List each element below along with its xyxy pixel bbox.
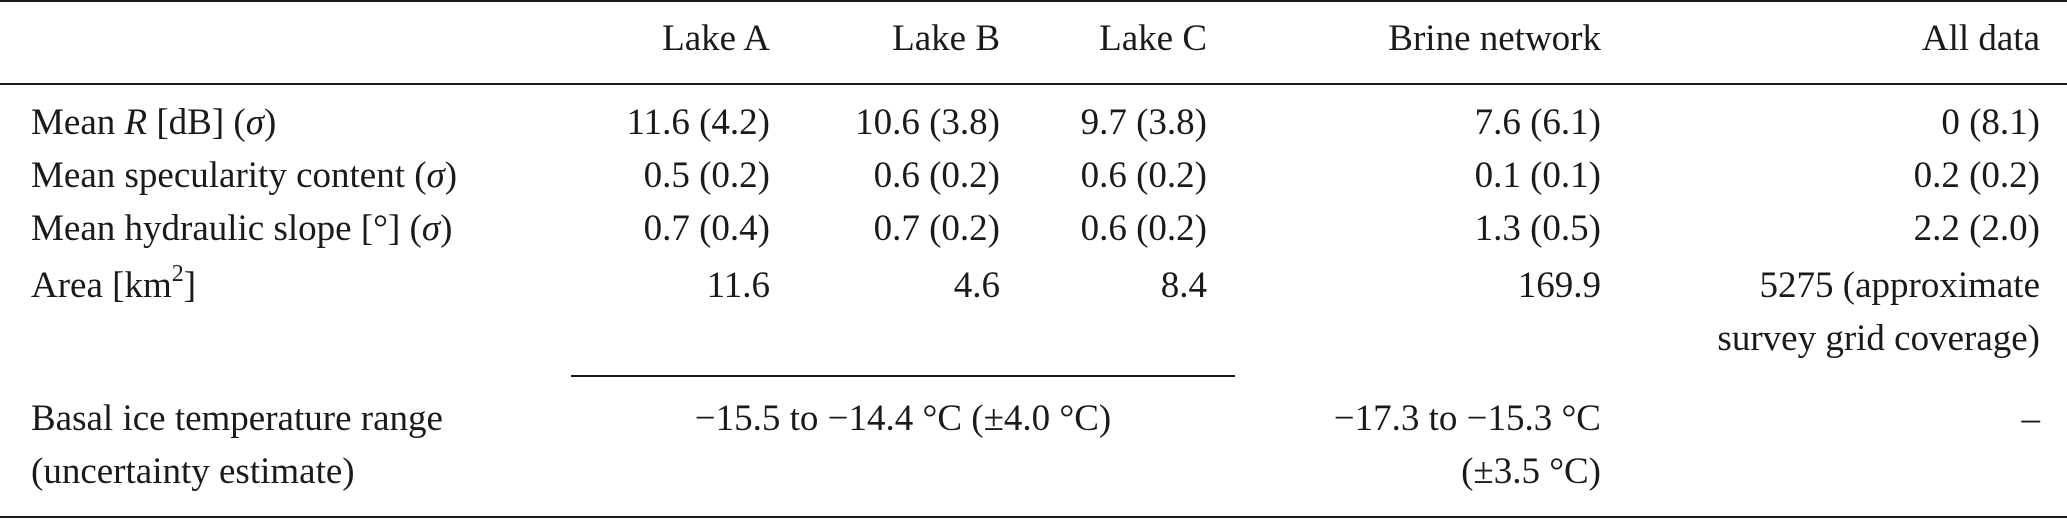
cell-specularity-brine: 0.1 (0.1) xyxy=(1474,155,1601,196)
header-lake-b: Lake B xyxy=(892,18,1000,59)
header-brine-network: Brine network xyxy=(1388,18,1601,59)
header-all-data: All data xyxy=(1921,18,2040,59)
table-bottom-rule xyxy=(0,516,2067,518)
cell-area-lake-c: 8.4 xyxy=(1160,265,1207,306)
table-top-rule xyxy=(0,0,2067,2)
cell-basal-temp-all: – xyxy=(2021,398,2041,439)
cell-slope-brine: 1.3 (0.5) xyxy=(1474,208,1601,249)
cell-area-all-line2: survey grid coverage) xyxy=(1717,318,2040,359)
header-lake-a: Lake A xyxy=(662,18,770,59)
row-label-area: Area [km2] xyxy=(31,260,197,306)
cell-basal-temp-brine-line1: −17.3 to −15.3 °C xyxy=(1333,398,1601,439)
cell-area-lake-a: 11.6 xyxy=(706,265,770,306)
cell-mean-r-lake-c: 9.7 (3.8) xyxy=(1080,102,1207,143)
cell-area-lake-b: 4.6 xyxy=(953,265,1000,306)
cell-mean-r-brine: 7.6 (6.1) xyxy=(1474,102,1601,143)
cell-specularity-lake-c: 0.6 (0.2) xyxy=(1080,155,1207,196)
cell-specularity-lake-a: 0.5 (0.2) xyxy=(643,155,770,196)
row-label-specularity: Mean specularity content (σ) xyxy=(31,155,458,196)
header-lake-c: Lake C xyxy=(1099,18,1207,59)
cell-area-brine: 169.9 xyxy=(1517,265,1601,306)
cell-mean-r-lake-a: 11.6 (4.2) xyxy=(626,102,770,143)
cell-basal-temp-lakes: −15.5 to −14.4 °C (±4.0 °C) xyxy=(694,398,1112,439)
cell-mean-r-all: 0 (8.1) xyxy=(1941,102,2040,143)
cell-slope-lake-a: 0.7 (0.4) xyxy=(643,208,770,249)
row-label-basal-temp-line1: Basal ice temperature range xyxy=(31,398,443,439)
cell-slope-lake-c: 0.6 (0.2) xyxy=(1080,208,1207,249)
cell-slope-lake-b: 0.7 (0.2) xyxy=(873,208,1000,249)
row-label-basal-temp-line2: (uncertainty estimate) xyxy=(31,451,355,492)
row-label-hydraulic-slope: Mean hydraulic slope [°] (σ) xyxy=(31,208,453,249)
cell-slope-all: 2.2 (2.0) xyxy=(1913,208,2040,249)
cell-basal-temp-brine-line2: (±3.5 °C) xyxy=(1461,451,1601,492)
lakes-span-rule xyxy=(571,375,1235,377)
cell-area-all-line1: 5275 (approximate xyxy=(1759,265,2041,306)
row-label-mean-r: Mean R [dB] (σ) xyxy=(31,102,277,143)
cell-specularity-lake-b: 0.6 (0.2) xyxy=(873,155,1000,196)
cell-mean-r-lake-b: 10.6 (3.8) xyxy=(855,102,1000,143)
table-header-rule xyxy=(0,83,2067,85)
cell-specularity-all: 0.2 (0.2) xyxy=(1913,155,2040,196)
